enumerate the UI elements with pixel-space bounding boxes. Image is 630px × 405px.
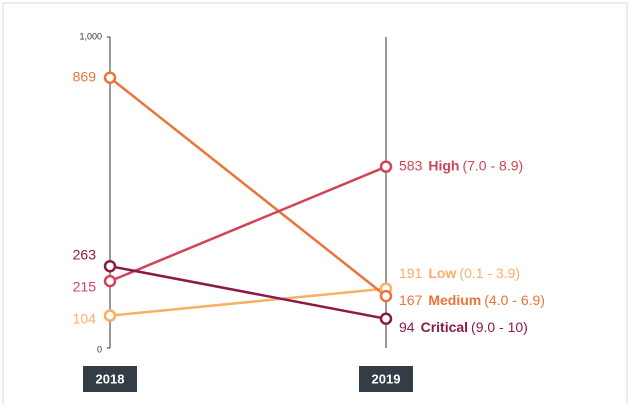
slope-line xyxy=(109,287,387,317)
series-name: Low xyxy=(428,265,456,281)
slope-line xyxy=(109,165,387,283)
year-box xyxy=(83,366,137,392)
point xyxy=(103,71,117,84)
point xyxy=(379,160,393,173)
point xyxy=(103,274,117,288)
point xyxy=(103,309,117,322)
series-name: Critical xyxy=(421,319,468,335)
point xyxy=(103,259,117,273)
year-box xyxy=(359,366,413,392)
slope-line xyxy=(109,264,387,320)
value-label: 869 xyxy=(73,68,97,84)
x-tick-label: 2019 xyxy=(372,371,401,386)
series-label: 191 Low (0.1 - 3.9) xyxy=(399,265,520,281)
y-tick-label: 0 xyxy=(97,344,102,354)
value-label: 191 xyxy=(399,265,423,281)
value-label: 94 xyxy=(399,319,415,335)
value-label: 215 xyxy=(73,278,97,294)
point xyxy=(379,289,393,303)
series-label: 583 High (7.0 - 8.9) xyxy=(399,157,523,173)
series-label: 94 Critical (9.0 - 10) xyxy=(399,319,528,335)
series-range: (4.0 - 6.9) xyxy=(484,292,545,308)
value-label: 104 xyxy=(73,310,97,326)
series-name: Medium xyxy=(428,292,481,308)
slope-line xyxy=(109,76,387,298)
value-label: 263 xyxy=(73,246,97,262)
series-range: (0.1 - 3.9) xyxy=(459,265,520,281)
series-label: 167 Medium (4.0 - 6.9) xyxy=(399,292,545,308)
x-tick-label: 2018 xyxy=(96,371,125,386)
series-range: (7.0 - 8.9) xyxy=(462,157,523,173)
value-label: 167 xyxy=(399,292,423,308)
series-name: High xyxy=(428,157,459,173)
y-tick-label: 1,000 xyxy=(79,31,102,41)
series-range: (9.0 - 10) xyxy=(471,319,528,335)
value-label: 583 xyxy=(399,157,423,173)
point xyxy=(379,312,393,326)
